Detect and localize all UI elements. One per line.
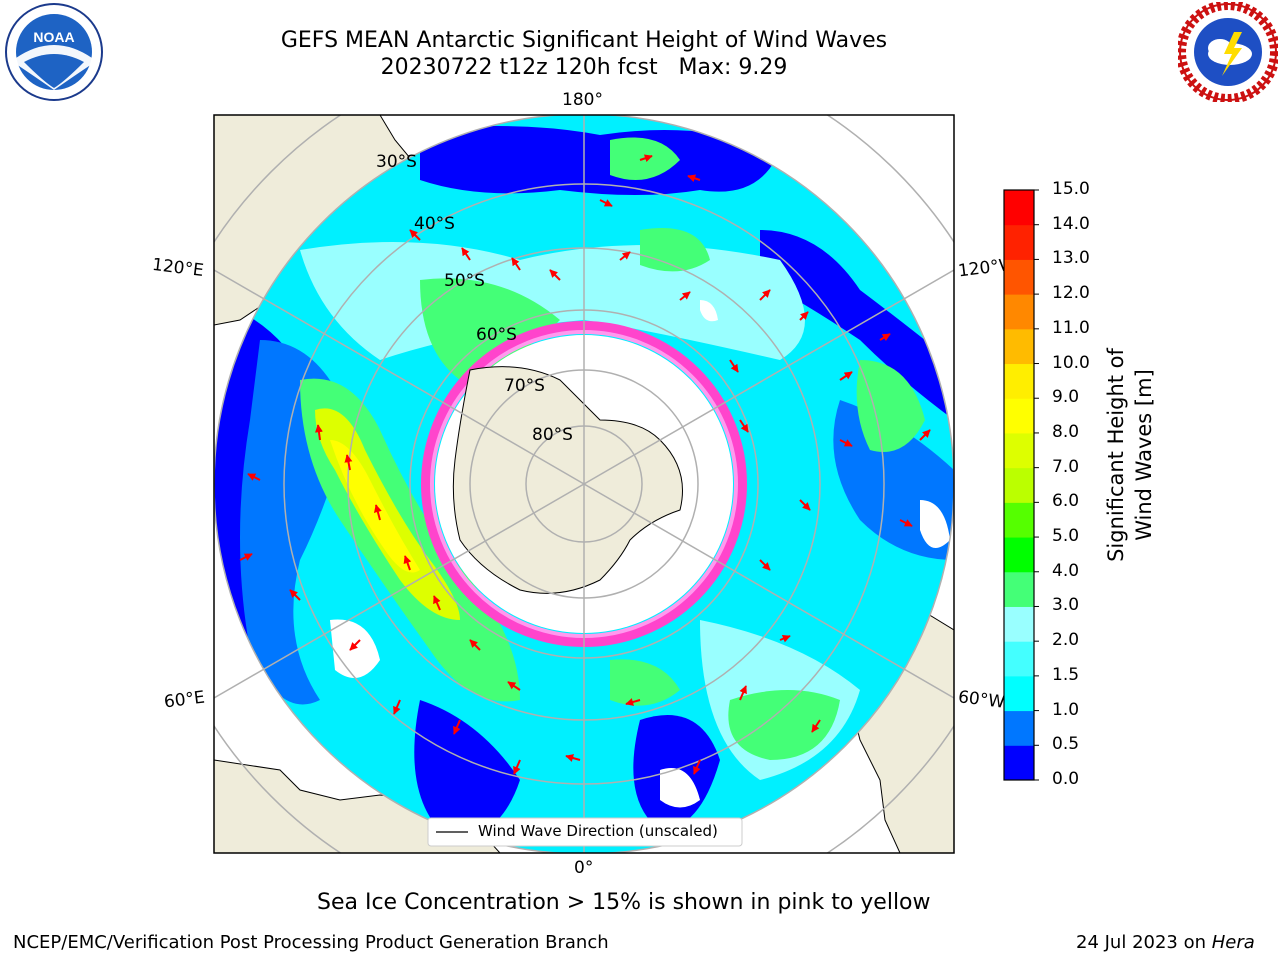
colorbar-segment: [1004, 675, 1034, 712]
footer-branch: NCEP/EMC/Verification Post Processing Pr…: [13, 932, 609, 953]
lat-label-60s: 60°S: [476, 325, 517, 345]
footer-host: Hera: [1211, 932, 1255, 953]
colorbar-tick-label: 14.0: [1052, 213, 1090, 234]
colorbar-tick-label: 12.0: [1052, 283, 1090, 304]
footer-date-text: 24 Jul 2023 on: [1076, 932, 1207, 953]
colorbar-ticks: 0.0 0.5 1.0 1.5 2.0 3.0 4.0 5.0 6.0 7.0 8.0 9.0 10.0…: [1044, 0, 1104, 960]
colorbar-segment: [1004, 294, 1034, 330]
colorbar-segment: [1004, 502, 1034, 538]
colorbar-tick-label: 7.0: [1052, 456, 1080, 477]
map-frame: [213, 114, 955, 854]
graticule: [214, 115, 954, 853]
colorbar-tick-label: 9.0: [1052, 387, 1080, 408]
colorbar-tick-label: 1.5: [1052, 664, 1080, 685]
colorbar-segment: [1004, 467, 1034, 503]
colorbar-tick-label: 2.0: [1052, 630, 1080, 651]
lat-label-70s: 70°S: [504, 376, 545, 396]
chart-title-line2: 20230722 t12z 120h fcst Max: 9.29: [380, 55, 788, 80]
colorbar-tick-label: 4.0: [1052, 560, 1080, 581]
colorbar-segment: [1004, 641, 1034, 677]
colorbar-segment: [1004, 537, 1034, 573]
noaa-logo-icon: NOAA: [5, 3, 103, 101]
colorbar-tick-label: 8.0: [1052, 421, 1080, 442]
lat-label-30s: 30°S: [376, 152, 417, 172]
colorbar-tick-label: 1.0: [1052, 699, 1080, 720]
chart-title-line1: GEFS MEAN Antarctic Significant Height o…: [280, 28, 888, 53]
legend-label: Wind Wave Direction (unscaled): [478, 822, 718, 840]
colorbar-tick-label: 13.0: [1052, 248, 1090, 269]
noaa-logo-text: NOAA: [33, 29, 74, 45]
colorbar-tick-label: 0.5: [1052, 734, 1080, 755]
colorbar-tick-label: 6.0: [1052, 491, 1080, 512]
lat-label-80s: 80°S: [532, 425, 573, 445]
colorbar-segment: [1004, 398, 1034, 434]
footer-date: 24 Jul 2023 on Hera: [1076, 932, 1255, 953]
colorbar-tick-label: 5.0: [1052, 526, 1080, 547]
lon-label-180: 180°: [562, 90, 603, 110]
colorbar-tick-label: 11.0: [1052, 317, 1090, 338]
lat-label-40s: 40°S: [414, 214, 455, 234]
sea-ice-caption: Sea Ice Concentration > 15% is shown in …: [317, 890, 931, 915]
colorbar-segment: [1004, 224, 1034, 260]
colorbar-segment: [1004, 571, 1034, 607]
colorbar-tick-label: 0.0: [1052, 769, 1080, 789]
colorbar-label: Significant Height of Wind Waves [m]: [1102, 255, 1158, 655]
colorbar-segment: [1004, 606, 1034, 642]
colorbar-label-text: Significant Height of Wind Waves [m]: [1104, 348, 1156, 562]
colorbar-segment: [1004, 710, 1034, 746]
colorbar-tick-label: 15.0: [1052, 179, 1090, 199]
lon-label-0: 0°: [574, 858, 594, 878]
legend-box: [427, 817, 743, 847]
colorbar-segment: [1004, 259, 1034, 295]
colorbar: [1003, 189, 1039, 781]
colorbar-segment: [1004, 363, 1034, 399]
nws-logo-icon: [1178, 2, 1278, 102]
colorbar-segment: [1004, 432, 1034, 469]
colorbar-segment: [1004, 328, 1034, 365]
wind-wave-arrows: [239, 154, 931, 775]
colorbar-segment: [1004, 190, 1034, 226]
lat-label-50s: 50°S: [444, 271, 485, 291]
colorbar-segment: [1004, 745, 1034, 781]
colorbar-tick-label: 10.0: [1052, 352, 1090, 373]
colorbar-tick-label: 3.0: [1052, 595, 1080, 616]
